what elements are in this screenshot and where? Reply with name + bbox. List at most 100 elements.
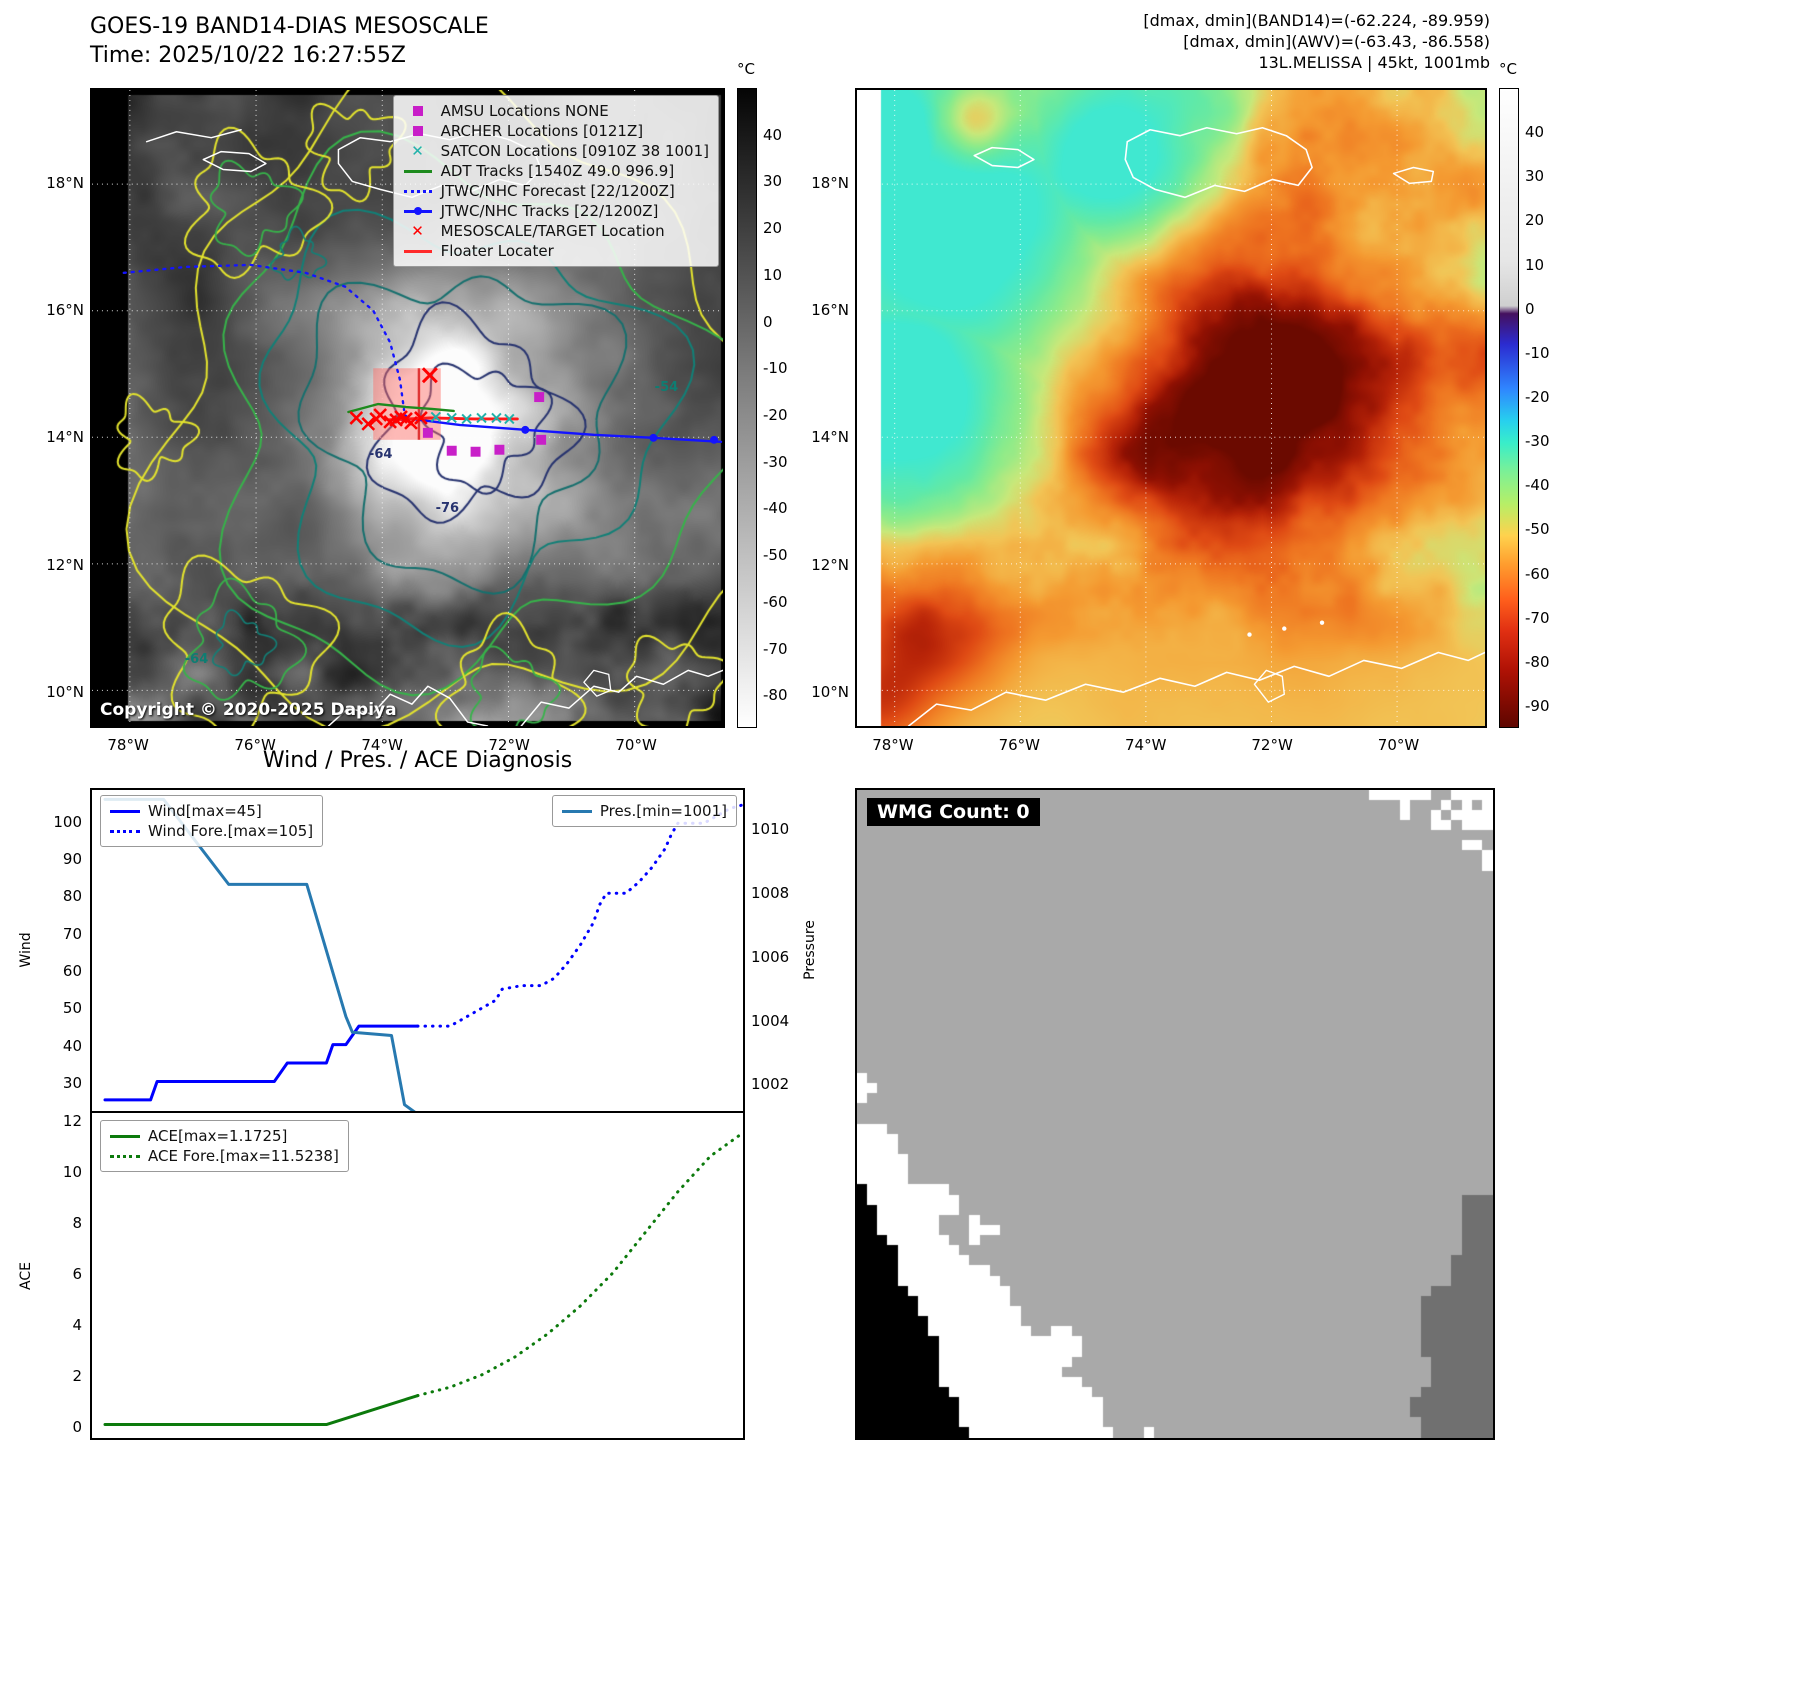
archer-fix-x-icon	[414, 411, 428, 425]
band14-colorbar-tick: 10	[763, 265, 783, 284]
legend-label: ARCHER Locations [0121Z]	[440, 122, 644, 140]
marker-swatch	[110, 829, 140, 833]
legend-label: Pres.[min=1001]	[599, 802, 727, 820]
x-marker-icon: ✕	[411, 142, 424, 160]
series-ACE[max=1.1725]	[103, 1394, 419, 1427]
line-marker-icon	[403, 249, 433, 253]
awv-header-line-1: [dmax, dmin](BAND14)=(-62.224, -89.959)	[1143, 11, 1490, 30]
legend-label: JTWC/NHC Forecast [22/1200Z]	[440, 182, 675, 200]
legend-label: Wind[max=45]	[148, 802, 262, 820]
archer-fix-x-icon	[389, 413, 403, 427]
band14-legend: AMSU Locations NONE ARCHER Locations [012…	[392, 95, 719, 267]
legend-item: Wind Fore.[max=105]	[110, 821, 313, 841]
jtwc-track-point	[521, 425, 530, 434]
legend-label: MESOSCALE/TARGET Location	[440, 222, 665, 240]
coastline	[145, 129, 242, 143]
awv-header-line-2: [dmax, dmin](AWV)=(-63.43, -86.558)	[1183, 32, 1490, 51]
dotted-marker-icon	[403, 189, 433, 193]
mesoscale-target-x-icon	[421, 367, 438, 384]
legend-item: ✕ SATCON Locations [0910Z 38 1001]	[403, 141, 709, 161]
legend-item: ADT Tracks [1540Z 49.0 996.9]	[403, 161, 709, 181]
ace-ytick: 8	[72, 1213, 82, 1232]
line-marker-icon	[403, 169, 433, 173]
square-marker-icon	[403, 126, 433, 136]
coastline-lake-maracaibo	[1253, 669, 1285, 703]
awv-header-block: [dmax, dmin](BAND14)=(-62.224, -89.959) …	[1100, 10, 1490, 73]
awv-lat-tick: 12°N	[811, 555, 849, 574]
archer-location-square-icon	[536, 434, 547, 445]
awv-colorbar-tick: -80	[1525, 652, 1550, 671]
legend-item: ACE[max=1.1725]	[110, 1126, 339, 1146]
marker-swatch	[412, 106, 423, 116]
ace-ytick: 12	[62, 1111, 82, 1130]
jtwc-track-point	[710, 435, 719, 444]
awv-colorbar-tick: -50	[1525, 520, 1550, 539]
archer-fix-x-icon	[361, 417, 376, 431]
band14-lon-tick: 74°W	[361, 736, 403, 754]
awv-overlay	[857, 90, 1485, 726]
wmg-panel: WMG Count: 0	[855, 788, 1495, 1440]
band14-colorbar-tick: -10	[763, 359, 788, 378]
solid-line-marker-icon	[110, 809, 140, 813]
wind-ytick: 90	[62, 849, 82, 868]
satcon-fix-x-icon	[491, 412, 502, 424]
band14-lat-tick: 14°N	[46, 428, 84, 447]
awv-lat-tick: 16°N	[811, 301, 849, 320]
band14-lat-tick: 18°N	[46, 173, 84, 192]
wind-ytick: 40	[62, 1036, 82, 1055]
legend-item: ARCHER Locations [0121Z]	[403, 121, 709, 141]
band14-lon-tick: 70°W	[615, 736, 657, 754]
pressure-ytick: 1008	[751, 884, 790, 903]
satcon-fix-x-icon	[476, 412, 487, 424]
pressure-axis-label: Pressure	[802, 920, 818, 980]
archer-location-square-icon	[470, 446, 481, 457]
band14-map: AMSU Locations NONE ARCHER Locations [012…	[90, 88, 725, 728]
awv-colorbar-tick: -60	[1525, 564, 1550, 583]
legend-label: ADT Tracks [1540Z 49.0 996.9]	[440, 162, 675, 180]
legend-item: ACE Fore.[max=11.5238]	[110, 1146, 339, 1166]
band14-colorbar-tick: -20	[763, 406, 788, 424]
band14-colorbar-tick: 30	[763, 172, 783, 191]
legend-label: SATCON Locations [0910Z 38 1001]	[440, 142, 709, 160]
band14-title-block: GOES-19 BAND14-DIAS MESOSCALE Time: 2025…	[90, 12, 489, 70]
awv-lat-tick: 18°N	[811, 173, 849, 192]
band14-time: Time: 2025/10/22 16:27:55Z	[90, 43, 406, 68]
awv-lon-tick: 78°W	[872, 736, 914, 754]
archer-fix-x-icon	[399, 412, 413, 426]
marker-swatch	[403, 189, 432, 193]
marker-swatch	[403, 169, 432, 173]
awv-lon-tick: 70°W	[1377, 736, 1420, 754]
ace-ytick: 4	[72, 1316, 82, 1335]
band14-colorbar-tick: -80	[763, 686, 788, 705]
wmg-count-badge: WMG Count: 0	[867, 798, 1040, 826]
archer-location-square-icon	[422, 427, 433, 438]
solid-line-marker-icon	[561, 809, 592, 813]
awv-colorbar-unit: °C	[1499, 60, 1517, 78]
archer-location-square-icon	[534, 392, 545, 403]
marker-dot	[413, 207, 422, 215]
legend-label: JTWC/NHC Tracks [22/1200Z]	[440, 202, 659, 220]
wind-ytick: 100	[53, 812, 82, 831]
ace-legend: ACE[max=1.1725] ACE Fore.[max=11.5238]	[100, 1120, 349, 1172]
legend-item: JTWC/NHC Tracks [22/1200Z]	[403, 201, 709, 221]
solid-line-marker-icon	[110, 1134, 140, 1138]
series-ACE Fore.[max=11.5238]	[416, 1131, 743, 1398]
archer-location-square-icon	[446, 445, 457, 456]
awv-lon-tick: 72°W	[1251, 736, 1293, 754]
series-Wind[max=45]	[103, 1024, 419, 1102]
awv-lon-tick: 76°W	[998, 736, 1041, 754]
island-dot	[1319, 620, 1325, 625]
legend-item: Floater Locater	[403, 241, 709, 261]
archer-fix-x-icon	[369, 412, 384, 426]
awv-colorbar-tick: -20	[1525, 387, 1550, 406]
band14-colorbar-tick: 0	[763, 312, 773, 331]
pressure-legend: Pres.[min=1001]	[551, 795, 737, 827]
ace-chart	[90, 1113, 745, 1440]
legend-item: AMSU Locations NONE	[403, 101, 709, 121]
band14-lat-tick: 10°N	[46, 683, 84, 702]
archer-fix-x-icon	[349, 411, 364, 425]
island-dot	[1282, 626, 1287, 631]
ace-ytick: 0	[72, 1418, 82, 1437]
wind-ytick: 70	[62, 924, 82, 943]
contour-label: -76	[435, 501, 460, 517]
